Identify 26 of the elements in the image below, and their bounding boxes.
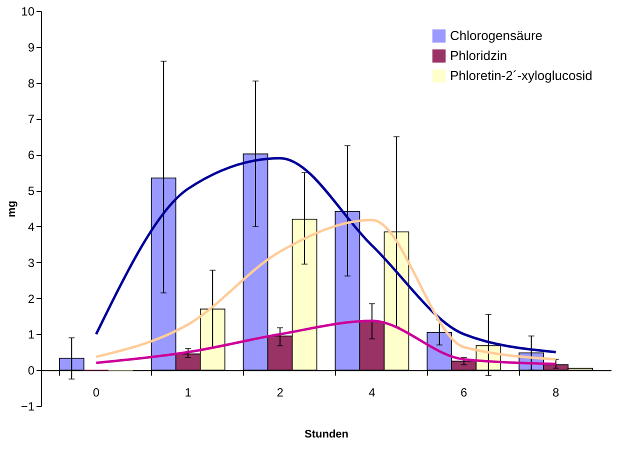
y-tick-label: 10 bbox=[21, 4, 35, 18]
y-tick-label: 4 bbox=[28, 220, 35, 234]
legend-label: Chlorogensäure bbox=[450, 28, 543, 43]
y-tick-label: 5 bbox=[28, 184, 35, 198]
x-axis-title: Stunden bbox=[304, 428, 349, 441]
y-axis-title: mg bbox=[6, 200, 18, 218]
y-tick-label: 6 bbox=[28, 148, 35, 162]
line-series bbox=[94, 320, 558, 366]
x-tick-label: 8 bbox=[552, 386, 560, 400]
x-tick-label: 4 bbox=[368, 386, 376, 400]
x-tick-label: 2 bbox=[276, 386, 284, 400]
y-tick-label: −1 bbox=[20, 400, 35, 414]
y-tick-label: 8 bbox=[28, 76, 35, 90]
y-tick-label: 2 bbox=[28, 292, 35, 306]
line-series bbox=[94, 156, 558, 354]
y-tick-label: 1 bbox=[28, 328, 35, 342]
x-tick-label: 6 bbox=[460, 386, 468, 400]
line-series bbox=[94, 218, 558, 361]
legend-label: Phloridzin bbox=[450, 48, 508, 63]
y-tick-label: 9 bbox=[28, 40, 35, 54]
y-tick-label: 0 bbox=[28, 364, 35, 378]
y-tick-label: 3 bbox=[28, 256, 35, 270]
x-tick-label: 1 bbox=[184, 386, 192, 400]
legend-label: Phloretin-2´-xyloglucosid bbox=[450, 68, 592, 83]
y-tick-label: 7 bbox=[28, 112, 35, 126]
x-tick-label: 0 bbox=[92, 386, 100, 400]
